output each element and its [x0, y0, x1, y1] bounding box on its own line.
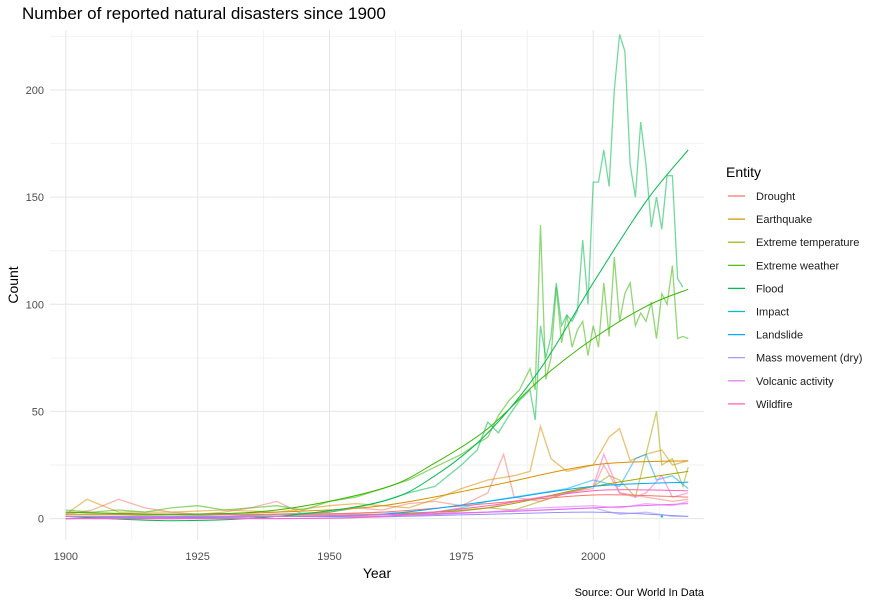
legend-label-earthquake: Earthquake: [756, 214, 812, 226]
series-line-drought: [65, 452, 689, 515]
trend-line-wildfire: [65, 489, 689, 520]
x-tick-label: 2000: [581, 551, 605, 563]
x-axis-title: Year: [363, 565, 392, 581]
y-tick-label: 50: [32, 406, 44, 418]
trend-line-landslide: [65, 481, 689, 520]
legend-label-landslide: Landslide: [756, 330, 803, 342]
series-line-extreme-weather: [65, 224, 689, 513]
y-tick-label: 150: [26, 192, 44, 204]
trend-line-mass-movement-dry-: [65, 511, 689, 520]
series-line-earthquake: [65, 423, 689, 515]
legend-label-mass-movement-dry-: Mass movement (dry): [756, 353, 862, 365]
trend-line-flood: [65, 149, 689, 522]
series-line-flood: [65, 34, 684, 518]
chart-caption: Source: Our World In Data: [574, 587, 704, 599]
y-axis-title: Count: [5, 266, 21, 303]
legend-label-impact: Impact: [756, 307, 789, 319]
y-tick-label: 0: [38, 514, 44, 526]
y-tick-label: 100: [26, 299, 44, 311]
x-tick-label: 1925: [185, 551, 209, 563]
legend-title: Entity: [726, 164, 761, 180]
legend-label-drought: Drought: [756, 191, 795, 203]
trend-line-volcanic-activity: [65, 503, 689, 518]
x-tick-label: 1975: [449, 551, 473, 563]
chart-title: Number of reported natural disasters sin…: [22, 4, 386, 23]
series-point-impact: [660, 515, 664, 518]
legend-label-volcanic-activity: Volcanic activity: [756, 376, 834, 388]
series-line-wildfire: [65, 452, 689, 520]
legend-label-wildfire: Wildfire: [756, 399, 793, 411]
y-tick-label: 200: [26, 85, 44, 97]
trend-line-extreme-weather: [65, 288, 689, 515]
x-tick-label: 1950: [317, 551, 341, 563]
series-line-extreme-temperature: [65, 411, 689, 518]
legend-label-extreme-weather: Extreme weather: [756, 260, 839, 272]
legend-label-flood: Flood: [756, 283, 784, 295]
legend-label-extreme-temperature: Extreme temperature: [756, 237, 859, 249]
x-tick-label: 1900: [54, 551, 78, 563]
